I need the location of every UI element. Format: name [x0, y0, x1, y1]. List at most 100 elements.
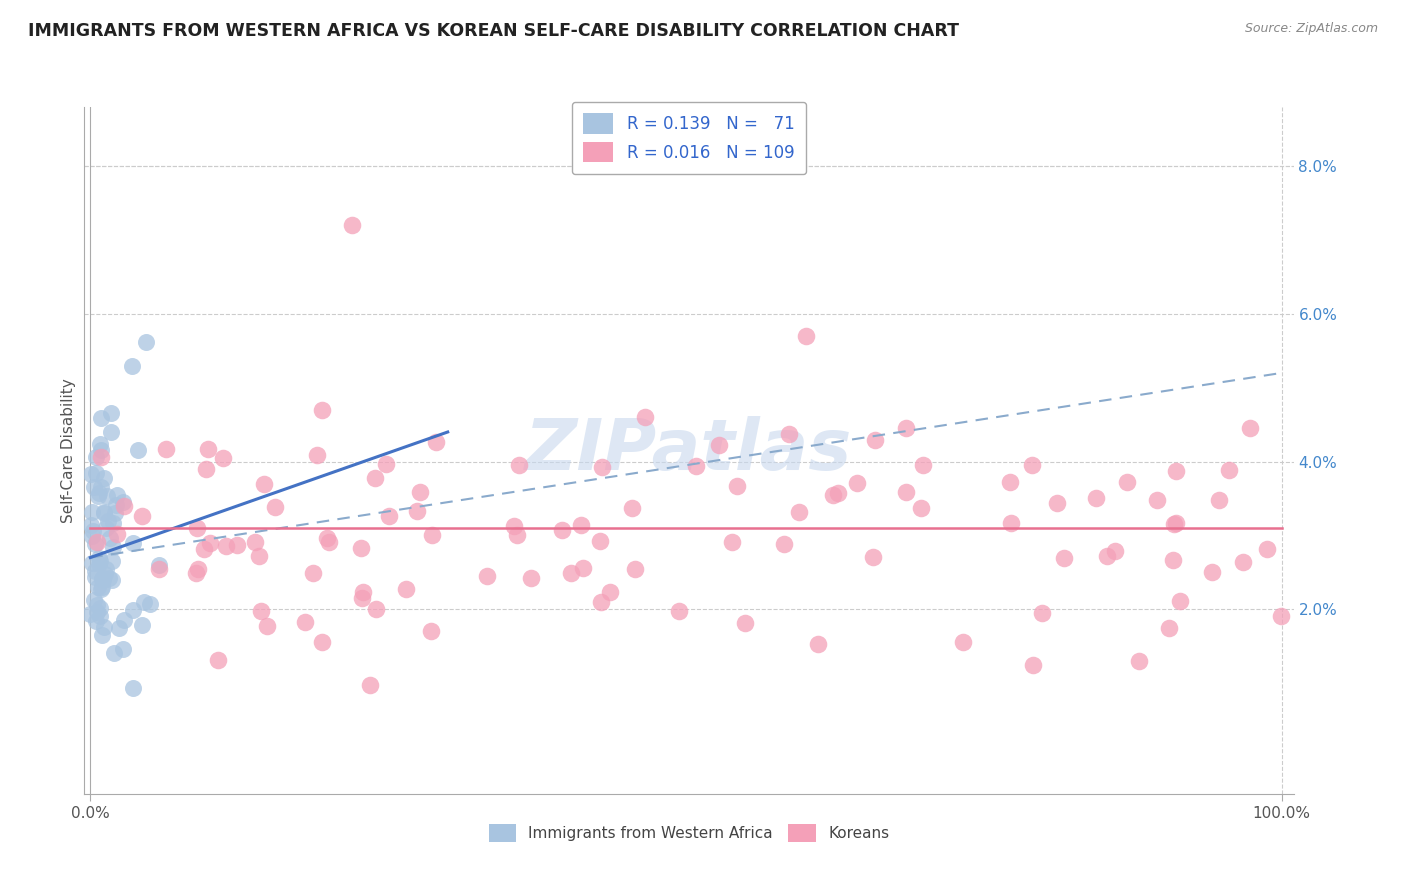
Point — [318, 535, 340, 549]
Point — [80, 517, 103, 532]
Point — [633, 409, 655, 424]
Point — [91, 574, 114, 588]
Point — [195, 462, 218, 476]
Point — [503, 519, 526, 533]
Point — [1021, 458, 1043, 472]
Point — [139, 598, 162, 612]
Point — [80, 529, 103, 543]
Point — [668, 604, 690, 618]
Point — [112, 499, 135, 513]
Point — [311, 634, 333, 648]
Point — [80, 505, 103, 519]
Point — [79, 607, 101, 621]
Point — [111, 495, 134, 509]
Point — [589, 533, 612, 548]
Point — [1256, 541, 1278, 556]
Point — [105, 498, 128, 512]
Point — [305, 448, 328, 462]
Point — [90, 572, 112, 586]
Point — [86, 605, 108, 619]
Point — [352, 585, 374, 599]
Point — [912, 458, 935, 472]
Point — [591, 460, 613, 475]
Point — [508, 458, 530, 473]
Point — [896, 421, 918, 435]
Point — [97, 515, 120, 529]
Point — [100, 554, 122, 568]
Point — [1168, 594, 1191, 608]
Point — [93, 505, 115, 519]
Point — [1208, 492, 1230, 507]
Point — [827, 486, 849, 500]
Point — [560, 566, 582, 580]
Point — [148, 558, 170, 573]
Point — [1021, 657, 1043, 672]
Point — [1232, 555, 1254, 569]
Point — [90, 450, 112, 465]
Point — [87, 551, 110, 566]
Point — [789, 505, 811, 519]
Point — [112, 613, 135, 627]
Point — [1218, 463, 1240, 477]
Point — [778, 427, 800, 442]
Point — [86, 535, 108, 549]
Point — [375, 457, 398, 471]
Point — [90, 410, 112, 425]
Point — [91, 573, 114, 587]
Point — [709, 438, 731, 452]
Point — [589, 595, 612, 609]
Point — [405, 504, 427, 518]
Point — [378, 509, 401, 524]
Point — [263, 500, 285, 515]
Point — [96, 489, 118, 503]
Point — [89, 436, 111, 450]
Point — [90, 442, 112, 457]
Point — [121, 536, 143, 550]
Point — [725, 478, 748, 492]
Point — [84, 450, 107, 464]
Point — [551, 524, 574, 538]
Point — [84, 467, 107, 481]
Point — [1146, 493, 1168, 508]
Point — [359, 678, 381, 692]
Y-axis label: Self-Care Disability: Self-Care Disability — [60, 378, 76, 523]
Point — [103, 540, 125, 554]
Point — [807, 637, 830, 651]
Point — [823, 488, 845, 502]
Point — [734, 615, 756, 630]
Point — [1163, 516, 1185, 531]
Point — [155, 442, 177, 456]
Text: IMMIGRANTS FROM WESTERN AFRICA VS KOREAN SELF-CARE DISABILITY CORRELATION CHART: IMMIGRANTS FROM WESTERN AFRICA VS KOREAN… — [28, 22, 959, 40]
Point — [998, 475, 1021, 489]
Point — [89, 554, 111, 568]
Point — [1104, 544, 1126, 558]
Point — [100, 406, 122, 420]
Point — [1159, 621, 1181, 635]
Point — [86, 614, 108, 628]
Point — [93, 506, 115, 520]
Point — [89, 600, 111, 615]
Point — [1164, 464, 1187, 478]
Point — [186, 521, 208, 535]
Point — [83, 592, 105, 607]
Point — [772, 537, 794, 551]
Point — [197, 442, 219, 457]
Point — [90, 480, 112, 494]
Point — [122, 681, 145, 695]
Point — [420, 528, 443, 542]
Point — [135, 335, 157, 350]
Point — [93, 470, 115, 484]
Point — [108, 621, 131, 635]
Point — [101, 516, 124, 530]
Point — [86, 598, 108, 612]
Point — [83, 537, 105, 551]
Point — [794, 329, 817, 343]
Point — [366, 602, 388, 616]
Point — [721, 535, 744, 549]
Point — [572, 561, 595, 575]
Point — [225, 538, 247, 552]
Point — [131, 508, 153, 523]
Point — [620, 501, 643, 516]
Point — [1270, 609, 1292, 624]
Point — [131, 618, 153, 632]
